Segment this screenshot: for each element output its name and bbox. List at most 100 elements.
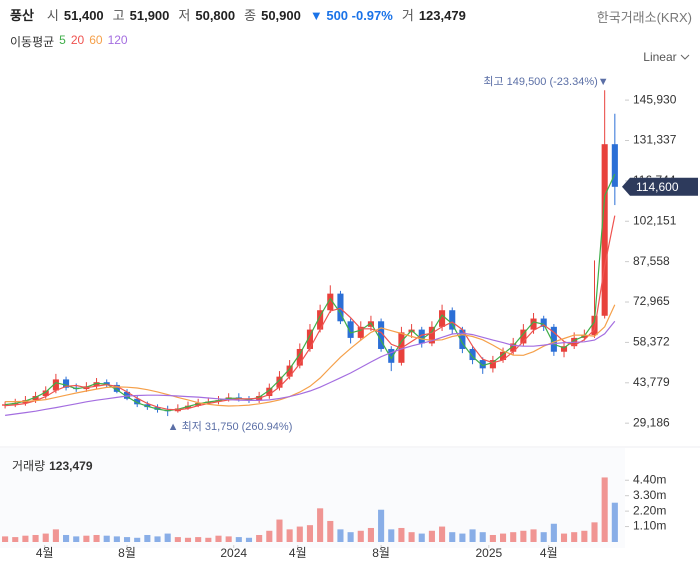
- volume-bar: [449, 532, 456, 542]
- candle-body: [540, 318, 547, 327]
- candle-body: [286, 365, 293, 377]
- volume-bar: [174, 537, 181, 542]
- x-tick-label: 8월: [372, 546, 390, 560]
- y-tick-label: 87,558: [633, 254, 670, 268]
- stock-name: 풍산: [10, 8, 34, 23]
- legend-entry: 60: [89, 33, 103, 47]
- volume-bar: [378, 509, 385, 542]
- candle-body: [93, 382, 100, 387]
- volume-bar: [571, 532, 578, 542]
- volume-bar: [144, 534, 151, 542]
- y-tick-label: 145,930: [633, 92, 677, 106]
- y-tick-label: 1.10m: [633, 519, 666, 533]
- candle-body: [378, 321, 385, 349]
- volume-bar: [500, 533, 507, 542]
- x-tick-label: 2024: [220, 546, 247, 560]
- volume-bar: [276, 519, 283, 542]
- volume-bar: [418, 533, 425, 542]
- x-tick-label: 8월: [118, 546, 136, 560]
- ma-line: [5, 215, 616, 411]
- volume-bar: [225, 536, 232, 542]
- volume-bar: [12, 537, 19, 542]
- volume-bar: [154, 536, 161, 542]
- exchange: 한국거래소(KRX): [596, 10, 692, 25]
- quote-key: 종: [244, 8, 257, 23]
- y-tick-label: 102,151: [633, 213, 677, 227]
- volume-bar: [286, 529, 293, 542]
- scale-label: Linear: [643, 50, 677, 64]
- volume-bar: [123, 537, 131, 542]
- last-price-label: 114,600: [636, 180, 679, 194]
- volume-bar: [42, 533, 49, 542]
- candle-body: [123, 391, 131, 399]
- candle-body: [337, 293, 344, 322]
- volume-bar: [479, 532, 486, 542]
- y-tick-label: 3.30m: [633, 488, 666, 502]
- scale-selector[interactable]: Linear: [643, 50, 690, 64]
- volume-bar: [601, 477, 608, 542]
- quote-value: 51,900: [129, 8, 170, 23]
- quote-value: 123,479: [418, 8, 466, 23]
- volume-bar: [510, 532, 517, 542]
- legend-entry: 20: [70, 33, 85, 47]
- candle-body: [601, 144, 608, 316]
- volume-bar: [357, 530, 364, 542]
- candle-body: [560, 346, 568, 352]
- price-change: ▼ 500 -0.97%: [309, 8, 393, 23]
- quote-key: 저: [178, 8, 191, 23]
- candle-body: [510, 343, 517, 352]
- volume-bar: [63, 534, 70, 542]
- volume-bar: [306, 525, 314, 542]
- candle-body: [42, 390, 49, 397]
- y-tick-label: 2.20m: [633, 503, 666, 517]
- ma-legend: 이동평균 5 20 60 120: [10, 33, 128, 50]
- candle-body: [388, 348, 395, 363]
- ma-line: [5, 304, 616, 407]
- volume-bar: [530, 529, 537, 542]
- candle-body: [2, 404, 9, 406]
- x-tick-label: 4월: [540, 546, 558, 560]
- volume-bar: [408, 532, 415, 542]
- volume-bar: [103, 535, 110, 542]
- volume-bar: [550, 523, 557, 542]
- quote-key: 고: [112, 8, 125, 23]
- volume-bar: [73, 536, 80, 542]
- volume-bar: [347, 532, 354, 542]
- volume-bar: [134, 537, 141, 542]
- volume-bar: [2, 536, 9, 542]
- candle-body: [459, 329, 466, 349]
- volume-bar: [215, 535, 222, 542]
- y-tick-label: 58,372: [633, 335, 670, 349]
- volume-bar: [337, 529, 344, 542]
- high-annotation: 최고 149,500 (-23.34%)▼: [483, 75, 608, 88]
- volume-bar: [52, 529, 59, 542]
- volume-bar: [296, 526, 303, 542]
- volume-bar: [256, 534, 263, 542]
- volume-bar: [317, 508, 324, 542]
- volume-bar: [398, 527, 405, 542]
- volume-bar: [489, 534, 496, 542]
- volume-bar: [469, 529, 476, 542]
- candle-body: [52, 379, 59, 391]
- volume-bar: [93, 534, 100, 542]
- y-tick-label: 72,965: [633, 294, 670, 308]
- candle-body: [276, 376, 283, 388]
- volume-bar: [388, 529, 395, 542]
- volume-bar: [560, 533, 568, 542]
- volume-bar: [22, 535, 29, 542]
- candle-body: [134, 398, 141, 405]
- candle-body: [550, 326, 557, 352]
- candle-body: [428, 326, 435, 344]
- candle-body: [479, 360, 486, 369]
- x-tick-label: 2025: [475, 546, 502, 560]
- candle-body: [418, 329, 425, 344]
- candle-body: [591, 315, 598, 336]
- volume-bar: [32, 534, 39, 542]
- candle-body: [347, 321, 354, 338]
- low-annotation: ▲ 최저 31,750 (260.94%): [168, 420, 293, 433]
- volume-bar: [245, 537, 253, 542]
- volume-bar: [184, 537, 192, 542]
- volume-bar: [459, 533, 466, 542]
